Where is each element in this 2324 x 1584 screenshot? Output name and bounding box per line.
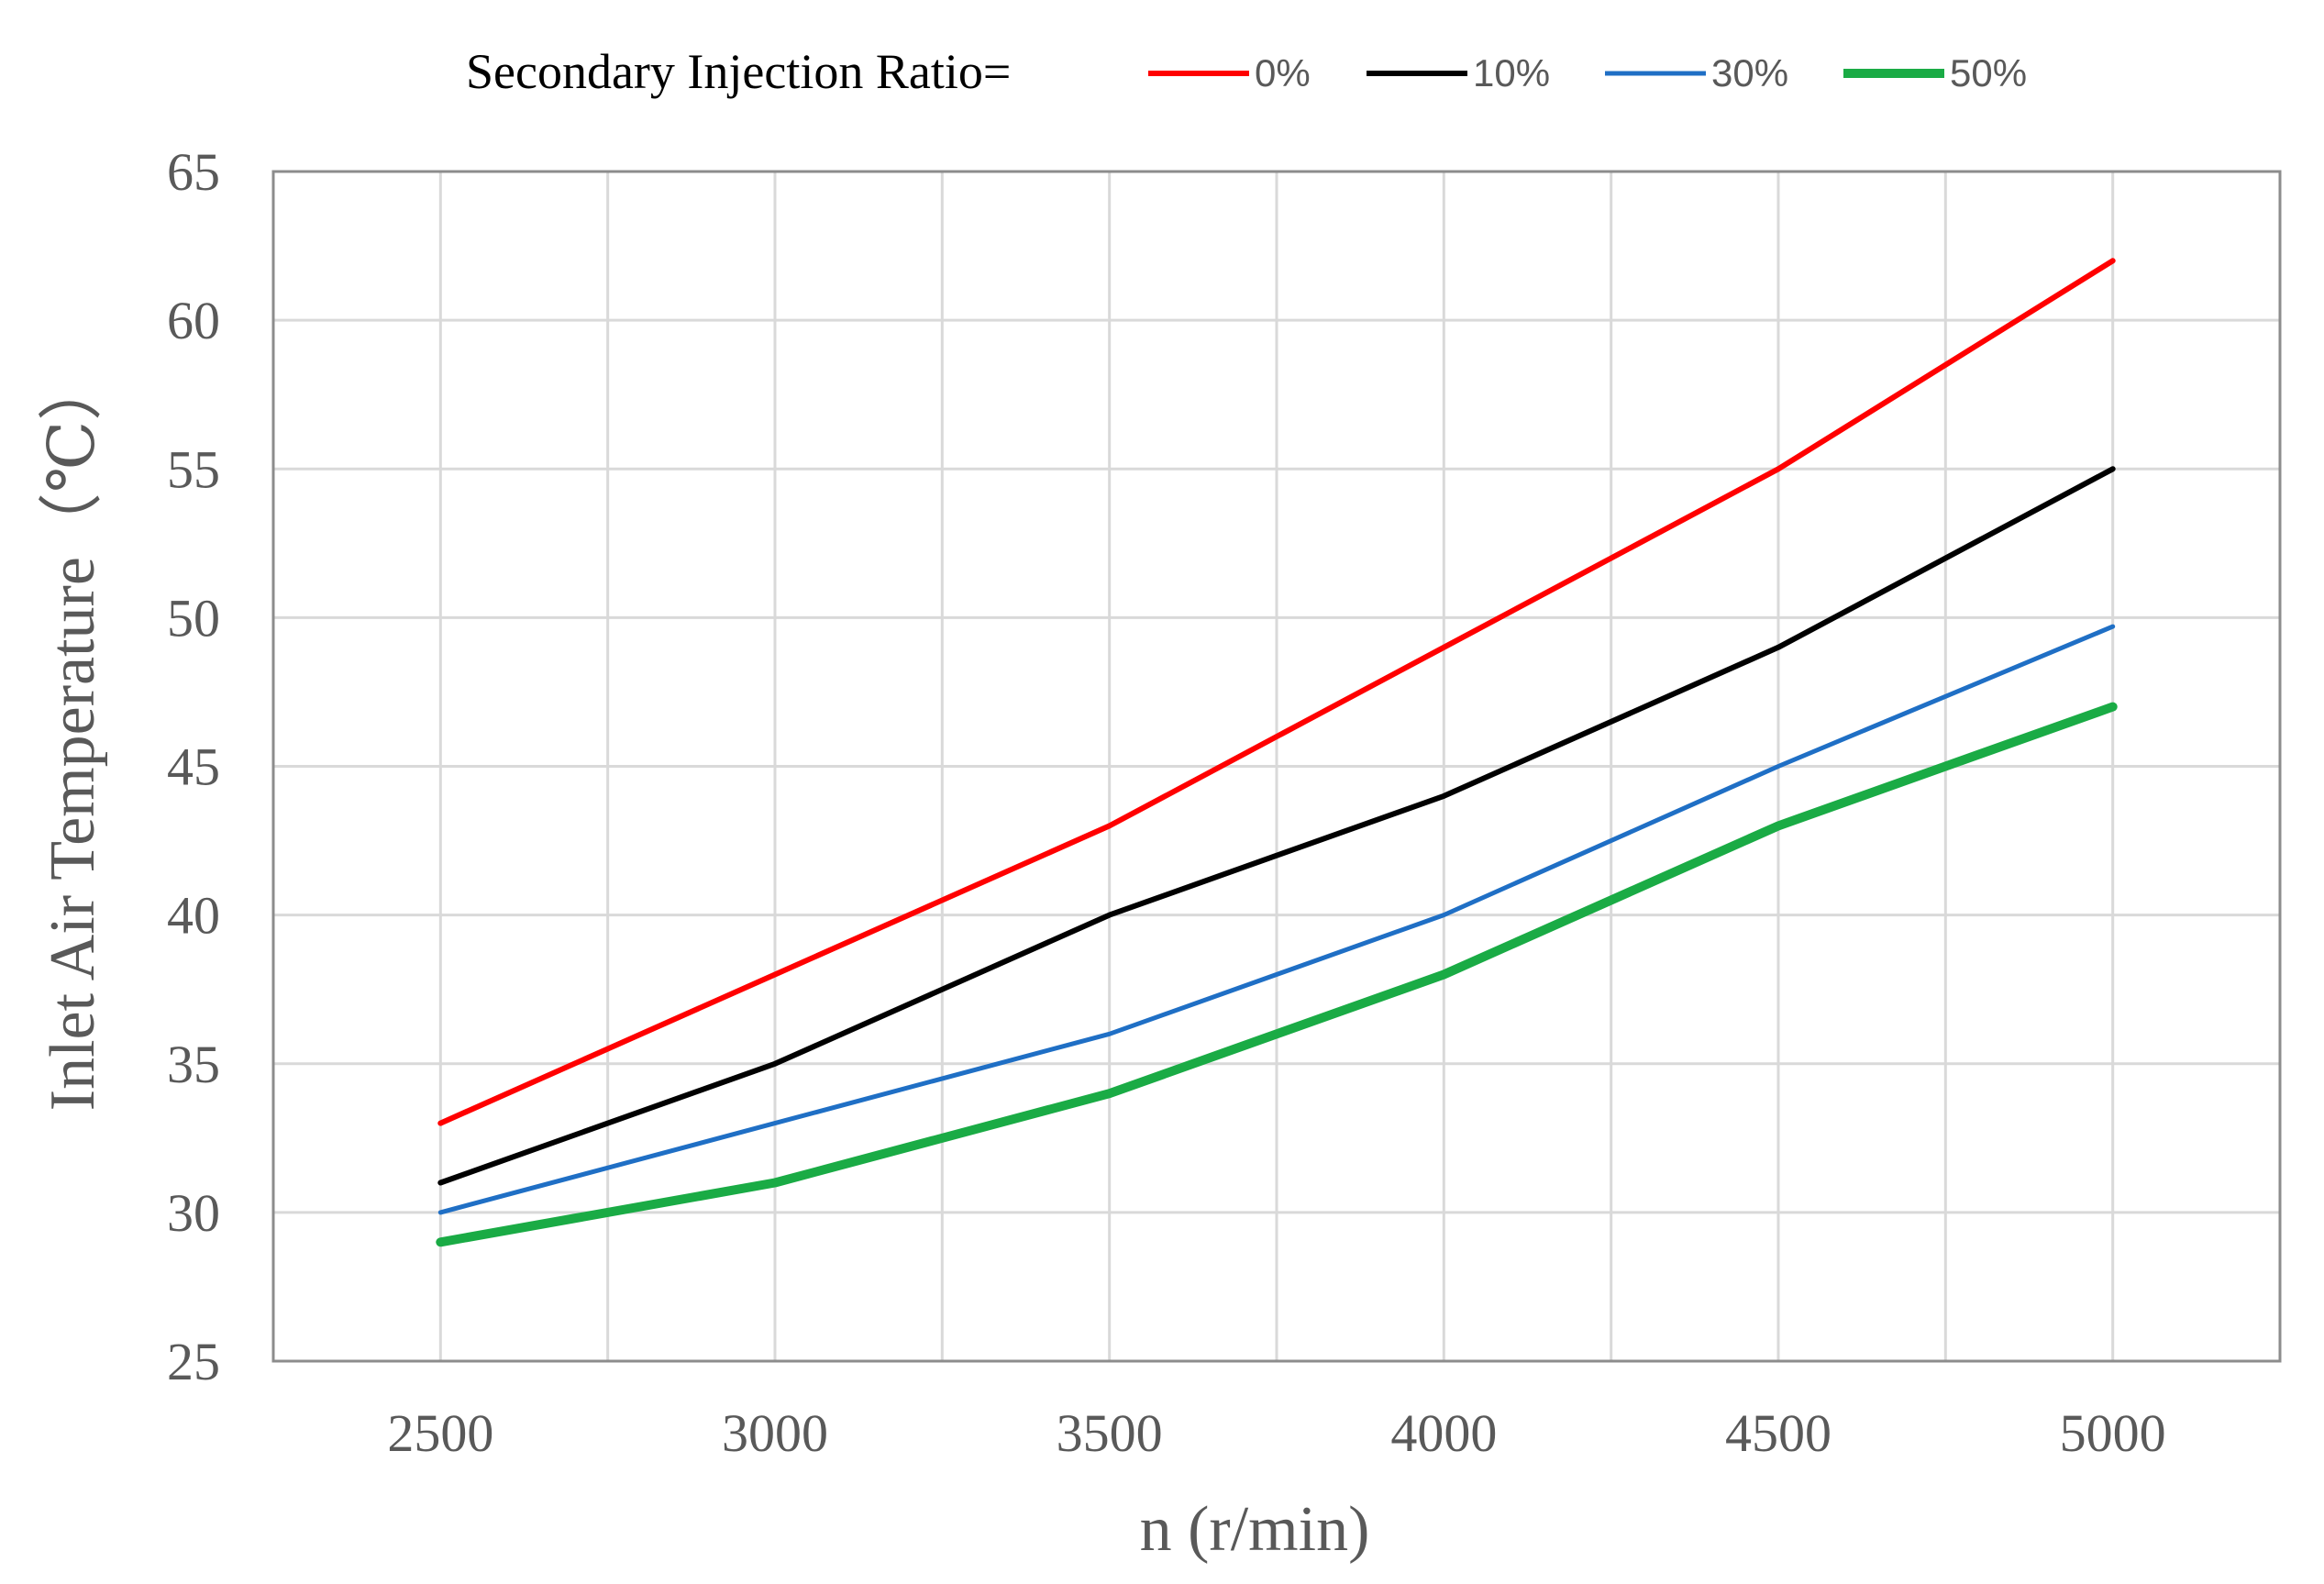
legend-items: 0% 10% 30% 50% — [1148, 51, 2027, 94]
legend-label: 0% — [1255, 51, 1311, 94]
series-lines — [436, 258, 2118, 1247]
x-tick-label: 4000 — [1390, 1403, 1497, 1463]
plot-area-frame — [271, 170, 2282, 1363]
legend-item-50pct: 50% — [1843, 51, 2027, 94]
y-tick-label: 65 — [167, 142, 220, 202]
series-line-50pct — [436, 702, 2118, 1247]
series-line-30pct — [437, 624, 2116, 1215]
legend-item-30pct: 30% — [1605, 51, 1788, 94]
y-tick-label: 55 — [167, 439, 220, 499]
x-axis-title: n (r/min) — [1140, 1494, 1370, 1565]
legend-label: 30% — [1711, 51, 1788, 94]
x-tick-label: 5000 — [2060, 1403, 2166, 1463]
legend-item-0pct: 0% — [1148, 51, 1311, 94]
x-axis-tick-labels: 2500 3000 3500 4000 4500 5000 — [387, 1403, 2165, 1463]
x-tick-label: 3500 — [1057, 1403, 1163, 1463]
y-tick-label: 30 — [167, 1183, 220, 1243]
x-tick-label: 4500 — [1725, 1403, 1832, 1463]
y-tick-label: 50 — [167, 588, 220, 648]
y-axis-title: Inlet Air Temperature（℃） — [38, 357, 108, 1111]
y-tick-label: 40 — [167, 886, 220, 946]
series-line-0pct — [437, 258, 2116, 1126]
x-tick-label: 3000 — [722, 1403, 828, 1463]
legend-label: 10% — [1473, 51, 1550, 94]
y-tick-label: 25 — [167, 1332, 220, 1391]
y-axis-tick-labels: 25 30 35 40 45 50 55 60 65 — [167, 142, 220, 1391]
y-tick-label: 45 — [167, 737, 220, 797]
series-line-10pct — [437, 466, 2116, 1186]
legend-title: Secondary Injection Ratio= — [466, 44, 1011, 99]
y-tick-label: 60 — [167, 291, 220, 350]
y-tick-label: 35 — [167, 1035, 220, 1094]
legend: Secondary Injection Ratio= 0% 10% 30% 50% — [466, 44, 2027, 99]
legend-label: 50% — [1950, 51, 2027, 94]
legend-item-10pct: 10% — [1367, 51, 1550, 94]
x-tick-label: 2500 — [387, 1403, 493, 1463]
